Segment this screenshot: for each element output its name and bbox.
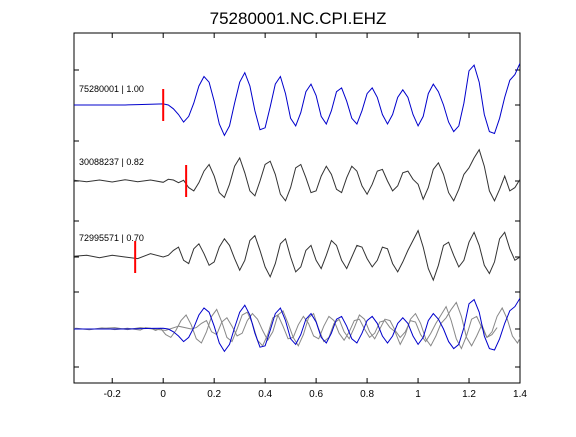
x-tick-label: 0 [160, 389, 166, 400]
x-tick-label: 1 [415, 389, 421, 400]
x-tick-label: -0.2 [104, 389, 122, 400]
overlay-line-1 [74, 297, 520, 353]
trace-label-3: 72995571 | 0.70 [79, 233, 144, 243]
trace-label-1: 75280001 | 1.00 [79, 84, 144, 94]
trace-line-2 [74, 148, 520, 202]
x-tick-label: 1.4 [513, 389, 527, 400]
x-tick-label: 0.2 [207, 389, 221, 400]
trace-line-3 [74, 229, 520, 282]
x-tick-label: 1.2 [462, 389, 476, 400]
x-tick-label: 0.8 [360, 389, 374, 400]
overlay-line-2 [74, 301, 498, 347]
chart-title: 75280001.NC.CPI.EHZ [210, 9, 387, 28]
trace-line-1 [74, 62, 520, 137]
x-tick-label: 0.6 [309, 389, 323, 400]
trace-label-2: 30088237 | 0.82 [79, 157, 144, 167]
x-tick-label: 0.4 [258, 389, 272, 400]
plot-frame [73, 32, 521, 384]
